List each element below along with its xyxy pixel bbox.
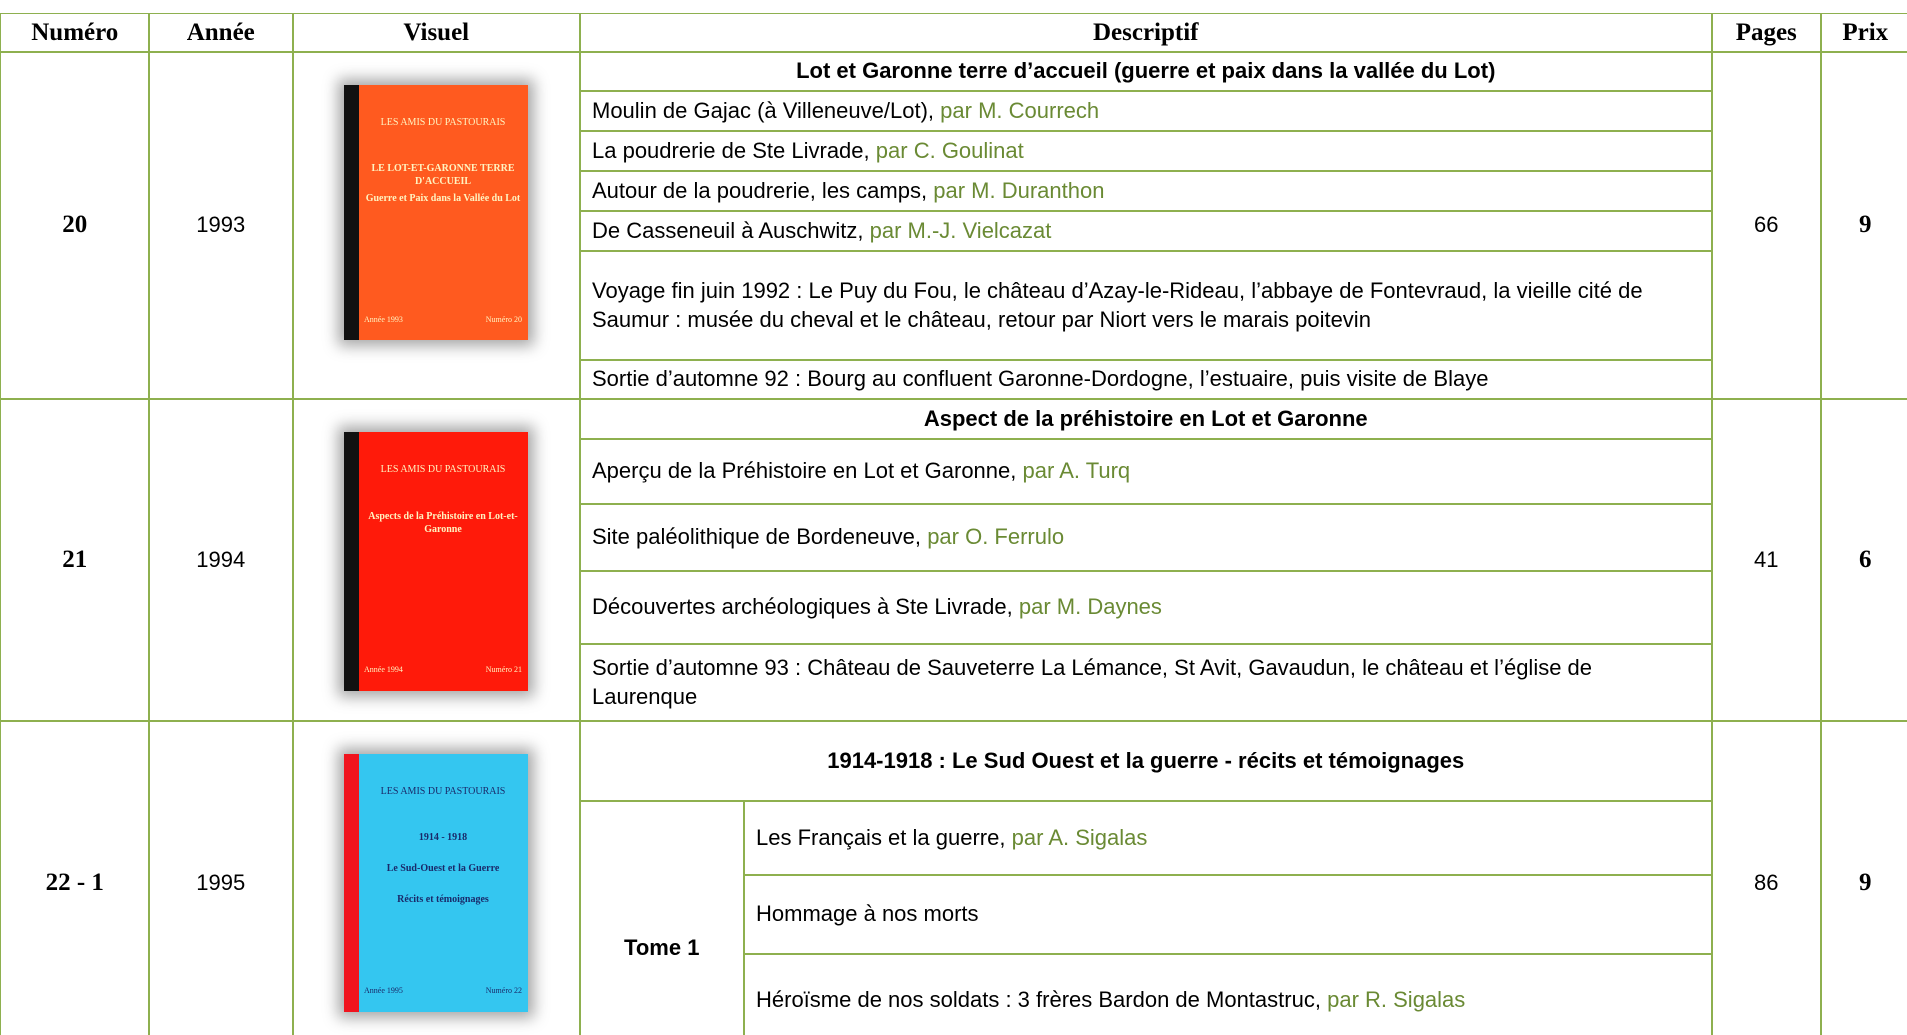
cover-text: LES AMIS DU PASTOURAIS [380, 116, 506, 128]
description-item: Aperçu de la Préhistoire en Lot et Garon… [579, 438, 1713, 505]
item-text: Sortie d’automne 93 : Château de Sauvete… [592, 654, 1593, 710]
item-line: De Casseneuil à Auschwitz, par M.-J. Viel… [592, 216, 1051, 246]
description-item: Sortie d’automne 93 : Château de Sauvete… [579, 643, 1713, 722]
item-line: Autour de la poudrerie, les camps, par M.… [592, 176, 1104, 206]
item-author: par M. Duranthon [933, 177, 1105, 203]
pages: 41 [1711, 398, 1822, 722]
cover-text: 1914 - 1918 [418, 832, 468, 844]
numero: 20 [0, 51, 150, 400]
item-text: Héroïsme de nos soldats : 3 frères Bardo… [756, 986, 1321, 1012]
item-text: Voyage fin juin 1992 : Le Puy du Fou, le… [592, 277, 1643, 333]
item-text: Autour de la poudrerie, les camps, [592, 177, 928, 203]
item-author: par C. Goulinat [875, 137, 1024, 163]
prix: 9 [1820, 720, 1907, 1035]
cover: LES AMIS DU PASTOURAIS Aspects de la Préh… [344, 432, 528, 691]
item-text: Hommage à nos morts [756, 901, 979, 927]
item-line: Site paléolithique de Bordeneuve, par O. … [592, 522, 1064, 552]
cover: LES AMIS DU PASTOURAIS 1914 - 1918 Le Sud-… [344, 754, 528, 1012]
item-line: Hommage à nos morts [756, 899, 979, 929]
description-item: Site paléolithique de Bordeneuve, par O. … [579, 503, 1713, 572]
description-title: Aspect de la préhistoire en Lot et Garon… [579, 398, 1713, 440]
cover-footer: Année 1994 [364, 665, 403, 675]
cover-spine [344, 754, 359, 1012]
item-text: Site paléolithique de Bordeneuve, [592, 524, 922, 550]
description-title: 1914-1918 : Le Sud Ouest et la guerre - … [579, 720, 1713, 802]
description-item: Moulin de Gajac (à Villeneuve/Lot), par M… [579, 90, 1713, 132]
cover-text: LE LOT-ET-GARONNE TERRE D'ACCUEIL [371, 162, 515, 187]
cover-spine [344, 85, 359, 340]
header-cell: Visuel [292, 13, 581, 53]
cover: LES AMIS DU PASTOURAIS LE LOT-ET-GARONNE … [344, 85, 528, 340]
visuel [292, 720, 581, 1035]
visuel [292, 398, 581, 722]
item-line: Moulin de Gajac (à Villeneuve/Lot), par M… [592, 96, 1099, 126]
description-item: Les Français et la guerre, par A. Sigalas [743, 800, 1713, 876]
cover-text: LES AMIS DU PASTOURAIS [380, 464, 506, 476]
item-text: La poudrerie de Ste Livrade, [592, 137, 870, 163]
cover-spine [344, 432, 359, 691]
cover-footer: Numéro 22 [485, 986, 522, 996]
item-author: par M. Daynes [1018, 594, 1162, 620]
item-author: par R. Sigalas [1327, 986, 1466, 1012]
item-line: Les Français et la guerre, par A. Sigalas [756, 823, 1147, 853]
item-text: Découvertes archéologiques à Ste Livrade… [592, 594, 1013, 620]
item-line: Sortie d’automne 92 : Bourg au confluent… [592, 364, 1488, 394]
header-cell: Pages [1711, 13, 1822, 53]
item-text: De Casseneuil à Auschwitz, [592, 217, 864, 243]
tome: Tome 1 [579, 800, 745, 1035]
cover-footer: Numéro 21 [485, 665, 522, 675]
item-line: Découvertes archéologiques à Ste Livrade… [592, 592, 1162, 622]
numero: 22 - 1 [0, 720, 150, 1035]
description-item: Découvertes archéologiques à Ste Livrade… [579, 570, 1713, 645]
item-author: par M.-J. Vielcazat [869, 217, 1052, 243]
description-item: De Casseneuil à Auschwitz, par M.-J. Viel… [579, 210, 1713, 252]
item-text: Aperçu de la Préhistoire en Lot et Garon… [592, 458, 1017, 484]
pages: 86 [1711, 720, 1822, 1035]
item-text: Moulin de Gajac (à Villeneuve/Lot), [592, 97, 935, 123]
item-text: Sortie d’automne 92 : Bourg au confluent… [592, 366, 1489, 392]
item-line: Aperçu de la Préhistoire en Lot et Garon… [592, 456, 1130, 486]
prix: 9 [1820, 51, 1907, 400]
visuel [292, 51, 581, 400]
description-item: Autour de la poudrerie, les camps, par M.… [579, 170, 1713, 212]
item-text: Les Français et la guerre, [756, 824, 1006, 850]
pages: 66 [1711, 51, 1822, 400]
item-line: La poudrerie de Ste Livrade, par C. Gouli… [592, 136, 1024, 166]
description-item: Sortie d’automne 92 : Bourg au confluent… [579, 359, 1713, 400]
item-author: par A. Turq [1022, 458, 1131, 484]
cover-text: Récits et témoignages [397, 894, 489, 906]
annee: 1993 [148, 51, 294, 400]
description-item: Hommage à nos morts [743, 874, 1713, 955]
cover-text: LES AMIS DU PASTOURAIS [380, 785, 506, 797]
item-author: par A. Sigalas [1011, 824, 1148, 850]
item-author: par M. Courrech [940, 97, 1100, 123]
cover-text: Aspects de la Préhistoire en Lot-et-Garo… [368, 510, 518, 535]
header-cell: Année [148, 13, 294, 53]
item-line: Sortie d’automne 93 : Château de Sauvete… [592, 653, 1700, 712]
cover-footer: Numéro 20 [485, 314, 522, 324]
cover-footer: Année 1993 [364, 314, 403, 324]
header-cell: Descriptif [579, 13, 1713, 53]
item-line: Voyage fin juin 1992 : Le Puy du Fou, le… [592, 276, 1700, 335]
cover-footer: Année 1995 [364, 986, 403, 996]
header-cell: Prix [1820, 13, 1907, 53]
prix: 6 [1820, 398, 1907, 722]
annee: 1995 [148, 720, 294, 1035]
item-line: Héroïsme de nos soldats : 3 frères Bardo… [756, 985, 1465, 1015]
header-cell: Numéro [0, 13, 150, 53]
description-item: Héroïsme de nos soldats : 3 frères Bardo… [743, 953, 1713, 1035]
item-author: par O. Ferrulo [927, 524, 1065, 550]
description-item: La poudrerie de Ste Livrade, par C. Gouli… [579, 130, 1713, 172]
description-item: Voyage fin juin 1992 : Le Puy du Fou, le… [579, 250, 1713, 361]
annee: 1994 [148, 398, 294, 722]
cover-text: Le Sud-Ouest et la Guerre [386, 863, 500, 875]
description-title: Lot et Garonne terre d’accueil (guerre e… [579, 51, 1713, 92]
numero: 21 [0, 398, 150, 722]
cover-text: Guerre et Paix dans la Vallée du Lot [365, 193, 521, 205]
